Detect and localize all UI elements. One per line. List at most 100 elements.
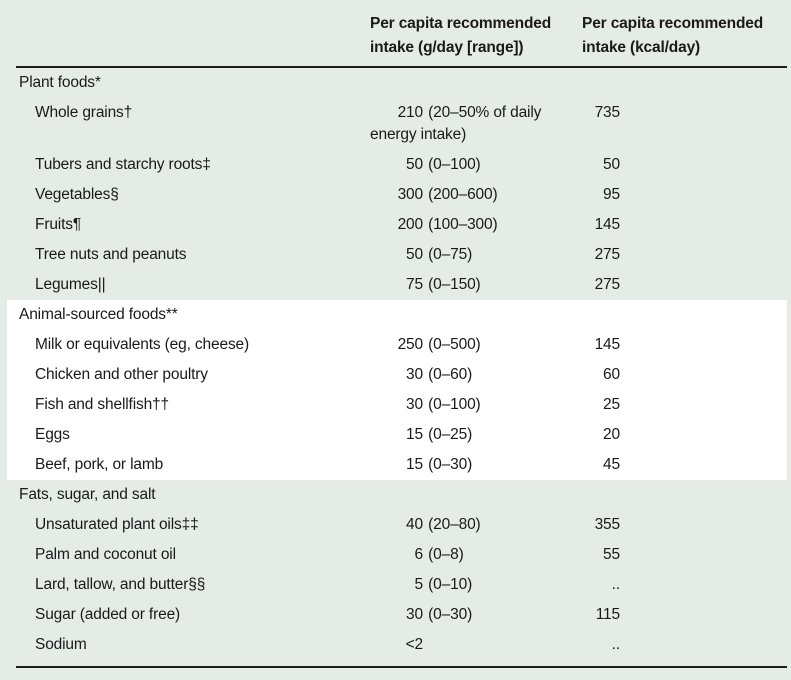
gday-amount: 40 [406, 516, 423, 533]
food-row: Beef, pork, or lamb 15 (0–30) 45 [7, 450, 787, 480]
header-kcal-column: Per capita recommended intake (kcal/day) [582, 15, 764, 56]
gday-value: 30 (0–30) [370, 600, 582, 630]
section-title-row: Animal-sourced foods** [7, 300, 787, 330]
food-label: Sodium [35, 636, 87, 653]
kcal-value: 115 [595, 606, 620, 623]
header-food-column [7, 10, 370, 12]
food-row: Sodium <2.. [7, 630, 787, 660]
food-row: Eggs 15 (0–25) 20 [7, 420, 787, 450]
food-row: Fish and shellfish†† 30 (0–100) 25 [7, 390, 787, 420]
food-label: Beef, pork, or lamb [35, 456, 164, 473]
gday-amount: 30 [406, 396, 423, 413]
kcal-value: 145 [594, 336, 621, 353]
gday-range: (0–8) [428, 546, 464, 563]
food-label: Chicken and other poultry [35, 366, 208, 383]
gday-range: (0–30) [428, 456, 473, 473]
gday-value: 6 (0–8) [370, 540, 582, 570]
food-label: Whole grains† [35, 104, 133, 121]
gday-range: (100–300) [428, 216, 498, 233]
gday-value: 5 (0–10) [370, 570, 582, 600]
gday-amount: 75 [406, 276, 423, 293]
gday-amount: 50 [406, 156, 423, 173]
gday-value: 30 (0–100) [370, 390, 582, 420]
gday-amount: 6 [414, 546, 424, 563]
gday-range: (0–150) [428, 276, 481, 293]
gday-value: 200 (100–300) [370, 210, 582, 240]
kcal-value: 60 [603, 366, 620, 383]
empty-cell [370, 300, 582, 308]
gday-range: (0–10) [428, 576, 473, 593]
kcal-value: 355 [594, 516, 621, 533]
gday-range: (200–600) [428, 186, 498, 203]
kcal-value: 735 [594, 104, 621, 121]
food-row: Chicken and other poultry 30 (0–60) 60 [7, 360, 787, 390]
food-row: Unsaturated plant oils‡‡ 40 (20–80) 355 [7, 510, 787, 540]
empty-cell [582, 68, 787, 76]
kcal-value: .. [611, 576, 620, 593]
gday-value: 250 (0–500) [370, 330, 582, 360]
header-rule [16, 66, 787, 68]
gday-range: (0–75) [428, 246, 473, 263]
section-title: Plant foods* [19, 74, 101, 91]
kcal-value: 20 [603, 426, 620, 443]
gday-range: (0–25) [428, 426, 473, 443]
gday-value: 300 (200–600) [370, 180, 582, 210]
section-title: Fats, sugar, and salt [19, 486, 156, 503]
section-title: Animal-sourced foods** [19, 306, 178, 323]
gday-value: 15 (0–25) [370, 420, 582, 450]
gday-value: 210 (20–50% of daily energy intake) [370, 98, 582, 150]
table-header-row: Per capita recommended intake (g/day [ra… [7, 10, 787, 66]
food-row: Whole grains† 210 (20–50% of daily energy… [7, 98, 787, 150]
food-label: Palm and coconut oil [35, 546, 176, 563]
gday-amount: 5 [414, 576, 424, 593]
empty-cell [582, 480, 787, 488]
kcal-value: 95 [603, 186, 620, 203]
header-gday-column: Per capita recommended intake (g/day [ra… [370, 15, 552, 56]
gday-range: (20–80) [428, 516, 481, 533]
gday-amount: 300 [397, 186, 424, 203]
gday-amount: 15 [406, 456, 423, 473]
section-highlighted: Animal-sourced foods** Milk or equivalent… [7, 300, 787, 480]
bottom-rule [16, 666, 787, 668]
gday-value: <2 [370, 630, 582, 660]
gday-value: 75 (0–150) [370, 270, 582, 300]
gday-range: (0–500) [428, 336, 481, 353]
food-row: Lard, tallow, and butter§§ 5 (0–10).. [7, 570, 787, 600]
gday-value: 50 (0–100) [370, 150, 582, 180]
food-label: Fruits¶ [35, 216, 82, 233]
food-row: Vegetables§ 300 (200–600) 95 [7, 180, 787, 210]
food-row: Palm and coconut oil 6 (0–8) 55 [7, 540, 787, 570]
gday-amount: 30 [406, 366, 423, 383]
food-row: Sugar (added or free) 30 (0–30) 115 [7, 600, 787, 630]
food-row: Tubers and starchy roots‡ 50 (0–100) 50 [7, 150, 787, 180]
section-title-row: Plant foods* [7, 68, 787, 98]
food-label: Tubers and starchy roots‡ [35, 156, 211, 173]
food-label: Milk or equivalents (eg, cheese) [35, 336, 250, 353]
gday-amount: 210 [397, 104, 424, 121]
kcal-value: 50 [603, 156, 620, 173]
section-title-row: Fats, sugar, and salt [7, 480, 787, 510]
kcal-value: 275 [594, 276, 621, 293]
gday-amount: 250 [397, 336, 424, 353]
kcal-value: 275 [594, 246, 621, 263]
section: Plant foods* Whole grains† 210 (20–50% of … [7, 68, 787, 300]
food-label: Fish and shellfish†† [35, 396, 169, 413]
gday-value: 15 (0–30) [370, 450, 582, 480]
empty-cell [582, 300, 787, 308]
food-row: Milk or equivalents (eg, cheese) 250 (0–5… [7, 330, 787, 360]
kcal-value: 45 [603, 456, 620, 473]
section: Fats, sugar, and salt Unsaturated plant o… [7, 480, 787, 660]
gday-amount: <2 [405, 636, 424, 653]
empty-cell [370, 68, 582, 76]
gday-amount: 50 [406, 246, 423, 263]
kcal-value: 25 [603, 396, 620, 413]
kcal-value: .. [611, 636, 620, 653]
gday-range: (0–100) [428, 156, 481, 173]
gday-value: 40 (20–80) [370, 510, 582, 540]
food-label: Legumes|| [35, 276, 106, 293]
gday-range: (0–60) [428, 366, 473, 383]
gday-amount: 200 [397, 216, 424, 233]
gday-value: 50 (0–75) [370, 240, 582, 270]
table-body: Plant foods* Whole grains† 210 (20–50% of … [0, 68, 791, 660]
